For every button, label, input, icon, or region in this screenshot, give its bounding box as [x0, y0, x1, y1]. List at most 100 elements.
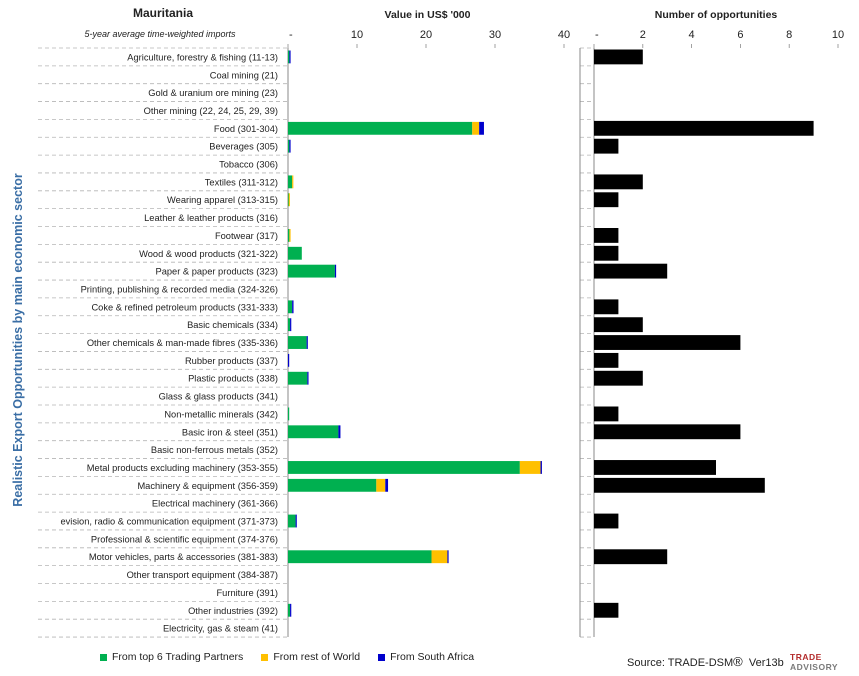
- category-label: Food (301-304): [214, 124, 278, 134]
- value-tick-label: -: [289, 29, 293, 41]
- value-bar-segment-row: [292, 175, 294, 189]
- category-label: Furniture (391): [217, 588, 279, 598]
- count-bar: [594, 174, 643, 190]
- category-label: Coal mining (21): [210, 70, 278, 80]
- count-bar: [594, 352, 619, 368]
- count-bar: [594, 263, 668, 279]
- value-bar-segment-sa: [292, 300, 294, 314]
- category-label: Other chemicals & man-made fibres (335-3…: [87, 338, 278, 348]
- legend-swatch-row: [261, 653, 269, 661]
- value-bar-segment-top6: [288, 336, 307, 349]
- legend-item-top6: From top 6 Trading Partners: [100, 651, 243, 663]
- value-bar-segment-sa: [479, 121, 484, 135]
- logo-line-1: TRADE: [790, 652, 822, 662]
- value-bar-segment-top6: [288, 121, 473, 135]
- chart-subtitle: 5-year average time-weighted imports: [84, 29, 236, 39]
- logo-line-2: ADVISORY: [790, 662, 839, 672]
- legend-item-sa: From South Africa: [378, 651, 474, 663]
- value-bar-segment-row: [289, 229, 291, 242]
- value-chart-title: Value in US$ '000: [384, 9, 471, 21]
- count-bar: [594, 299, 619, 315]
- count-bar: [594, 120, 814, 136]
- value-bar-segment-sa: [540, 461, 542, 474]
- source-text: Source: TRADE-DSM: [627, 657, 734, 669]
- legend-swatch-top6: [100, 653, 107, 661]
- value-bar-segment-top6: [288, 264, 335, 278]
- category-label: Other mining (22, 24, 25, 29, 39): [144, 106, 278, 116]
- count-tick-label: 8: [786, 29, 792, 41]
- category-label: evision, radio & communication equipment…: [60, 517, 278, 527]
- category-label: Leather & leather products (316): [144, 213, 278, 223]
- value-bar-segment-sa: [334, 264, 337, 278]
- value-bar-segment-top6: [288, 478, 377, 492]
- category-label: Basic iron & steel (351): [182, 427, 278, 437]
- value-bar-segment-top6: [288, 603, 291, 617]
- count-bar: [594, 513, 619, 529]
- value-bar-segment-top6: [288, 318, 291, 332]
- value-bar-segment-row: [431, 550, 448, 564]
- value-bar-segment-top6: [288, 407, 290, 421]
- source-note: Source: TRADE-DSM® Ver13b: [627, 654, 784, 669]
- category-label: Beverages (305): [209, 142, 278, 152]
- count-chart-title: Number of opportunities: [654, 9, 778, 21]
- value-bar-segment-sa: [289, 50, 291, 64]
- category-label: Glass & glass products (341): [159, 392, 278, 402]
- count-bar: [594, 424, 741, 440]
- value-bar-segment-sa: [290, 603, 292, 617]
- category-label: Rubber products (337): [185, 356, 278, 366]
- legend-item-row: From rest of World: [261, 651, 360, 663]
- count-tick-label: 10: [832, 29, 844, 41]
- category-label: Electricity, gas & steam (41): [163, 624, 278, 634]
- count-bar: [594, 477, 765, 493]
- value-bar-segment-row: [472, 121, 480, 135]
- value-tick-label: 20: [420, 29, 432, 41]
- value-bar-segment-top6: [288, 425, 339, 439]
- legend-label-top6: From top 6 Trading Partners: [112, 651, 244, 663]
- category-label: Printing, publishing & recorded media (3…: [81, 284, 278, 294]
- count-bar: [594, 192, 619, 208]
- count-bar: [594, 138, 619, 154]
- value-bar-segment-row: [288, 193, 290, 207]
- category-label: Other industries (392): [188, 606, 278, 616]
- country-title: Mauritania: [132, 6, 193, 20]
- count-tick-label: -: [595, 29, 599, 41]
- count-bar: [594, 460, 716, 475]
- category-label: Motor vehicles, parts & accessories (381…: [89, 552, 278, 562]
- category-label: Other transport equipment (384-387): [127, 570, 278, 580]
- count-bar: [594, 406, 619, 422]
- value-bar-segment-sa: [290, 318, 292, 332]
- legend: From top 6 Trading Partners From rest of…: [100, 651, 474, 663]
- count-tick-label: 4: [689, 29, 695, 41]
- value-bar-segment-sa: [385, 478, 389, 492]
- value-bar-segment-sa: [307, 371, 309, 385]
- value-tick-label: 40: [558, 29, 570, 41]
- category-label: Basic non-ferrous metals (352): [151, 445, 278, 455]
- registered-mark: ®: [733, 654, 743, 669]
- category-label: Agriculture, forestry & fishing (11-13): [127, 52, 278, 62]
- legend-swatch-sa: [378, 653, 386, 661]
- value-bar-segment-top6: [288, 229, 290, 242]
- value-bar-segment-sa: [306, 336, 308, 349]
- value-bar-segment-top6: [288, 461, 520, 474]
- category-label: Footwear (317): [215, 231, 278, 241]
- count-bar: [594, 549, 668, 565]
- value-bar-segment-sa: [295, 514, 297, 528]
- count-bar: [594, 228, 619, 243]
- value-bar-segment-top6: [288, 371, 308, 385]
- count-bar: [594, 317, 643, 333]
- category-label: Coke & refined petroleum products (331-3…: [91, 302, 278, 312]
- category-label: Basic chemicals (334): [187, 320, 278, 330]
- count-bar: [594, 245, 619, 261]
- value-bar-segment-top6: [288, 550, 432, 564]
- value-tick-label: 10: [351, 29, 363, 41]
- category-label: Paper & paper products (323): [156, 267, 278, 277]
- value-bar-segment-top6: [288, 175, 293, 189]
- value-bar-segment-sa: [447, 550, 449, 564]
- category-label: Metal products excluding machinery (353-…: [87, 463, 278, 473]
- category-label: Wood & wood products (321-322): [139, 249, 278, 259]
- value-bar-segment-row: [519, 461, 541, 474]
- count-tick-label: 2: [640, 29, 646, 41]
- category-label: Plastic products (338): [188, 374, 278, 384]
- category-label: Tobacco (306): [219, 160, 278, 170]
